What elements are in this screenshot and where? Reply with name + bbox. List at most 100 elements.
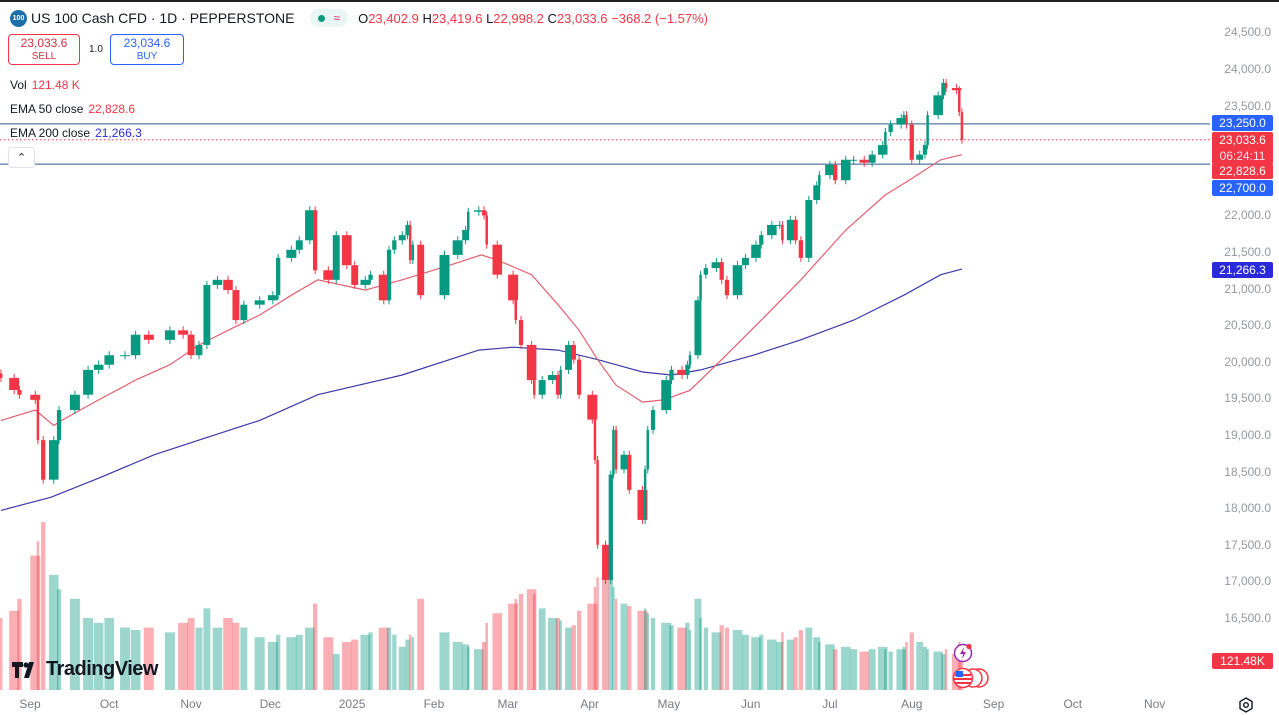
volume-bar (405, 639, 410, 690)
volume-bar (254, 637, 265, 690)
volume-bar (178, 622, 189, 690)
market-open-icon (318, 14, 326, 22)
volume-bar (896, 649, 906, 690)
candle (685, 364, 690, 375)
price-tag: 23,250.0 (1212, 115, 1273, 131)
candle (960, 112, 964, 140)
sell-button[interactable]: 23,033.6 SELL (8, 34, 80, 65)
volume-bar (30, 555, 41, 690)
volume-bar (719, 625, 724, 690)
price-axis-label: 20,500.0 (1224, 318, 1271, 333)
volume-bar (514, 598, 518, 690)
price-tag: 21,266.3 (1212, 262, 1273, 278)
candle (661, 380, 672, 411)
price-axis-label: 17,000.0 (1224, 574, 1271, 589)
volume-bar (312, 603, 318, 690)
buy-label: BUY (136, 51, 158, 62)
price-axis-label: 21,500.0 (1224, 245, 1271, 259)
tradingview-logo[interactable]: TradingView (12, 658, 158, 681)
time-axis-label: Oct (1063, 697, 1083, 711)
candle (608, 474, 613, 580)
candle (688, 355, 692, 365)
candle (643, 469, 647, 520)
volume-bar (958, 642, 961, 690)
candle (312, 210, 318, 271)
candle (941, 82, 946, 96)
volume-bar (643, 608, 647, 690)
volume-bar (538, 608, 546, 690)
time-axis-label: Sep (19, 697, 41, 711)
candle (620, 454, 628, 470)
candle (332, 235, 340, 280)
volume-bar (223, 618, 233, 690)
volume-bar (825, 644, 835, 690)
delayed-data-icon: ≈ (333, 11, 341, 25)
candle (555, 374, 561, 395)
settings-icon[interactable] (1238, 697, 1254, 713)
volume-bar (909, 632, 914, 690)
candle (481, 210, 487, 216)
volume-bar (360, 634, 371, 690)
candle (254, 300, 265, 305)
volume-bar (711, 632, 722, 690)
collapse-legend-button[interactable]: ⌃ (8, 147, 35, 168)
candle (759, 235, 764, 245)
candle (677, 369, 687, 375)
lightning-event-icon[interactable] (953, 643, 973, 663)
market-status[interactable]: ≈ (310, 9, 349, 27)
volume-bar (462, 644, 470, 690)
volume-bar (36, 541, 40, 690)
candle (751, 244, 761, 258)
volume-bar (751, 637, 761, 690)
volume-bar (877, 646, 888, 690)
volume-bar (884, 649, 887, 690)
horizontal-lines[interactable] (0, 123, 1210, 165)
us-economic-events-icon[interactable] (951, 667, 991, 689)
volume-bar (392, 634, 397, 690)
volume-bar (922, 646, 928, 690)
indicator-name: EMA 200 close (10, 126, 91, 140)
price-axis-label: 19,500.0 (1224, 391, 1271, 406)
candle (958, 90, 961, 113)
buy-button[interactable]: 23,034.6 BUY (110, 34, 184, 65)
price-tag-value: 23,033.6 (1219, 133, 1266, 147)
volume-bar (267, 642, 278, 690)
volume-bar (688, 630, 692, 690)
volume-bar (164, 632, 175, 690)
candle (922, 145, 928, 155)
indicator-volume[interactable]: Vol 121.48 K (10, 78, 80, 92)
candle (884, 131, 887, 146)
candle (571, 344, 576, 360)
candle (888, 124, 893, 132)
volume-bar (83, 618, 94, 690)
price-axis-label: 24,500.0 (1224, 25, 1271, 40)
volume-bar (650, 618, 656, 690)
indicator-ema50[interactable]: EMA 50 close 22,828.6 (10, 102, 135, 116)
candle (69, 394, 80, 411)
candle (776, 224, 784, 226)
candle (532, 380, 536, 395)
candle (741, 257, 749, 266)
indicator-name: EMA 50 close (10, 102, 84, 116)
candle (650, 410, 656, 430)
candle (798, 240, 804, 258)
volume-bar (916, 642, 924, 690)
candle (48, 440, 59, 480)
candle (909, 124, 914, 160)
indicator-ema200[interactable]: EMA 200 close 21,266.3 (10, 126, 142, 140)
volume-bar (944, 649, 948, 690)
price-axis-label: 18,500.0 (1224, 464, 1271, 479)
symbol-title[interactable]: US 100 Cash CFD · 1D · PEPPERSTONE (31, 10, 295, 26)
candle (462, 230, 470, 241)
open-value: 23,402.9 (368, 10, 419, 26)
candle (187, 334, 195, 356)
candle (240, 304, 248, 321)
candle (637, 489, 648, 520)
candle (41, 440, 46, 480)
volume-bar (694, 598, 702, 690)
volume-bar (417, 598, 425, 690)
candle (398, 235, 406, 241)
candle (17, 389, 22, 395)
candle (514, 300, 518, 321)
